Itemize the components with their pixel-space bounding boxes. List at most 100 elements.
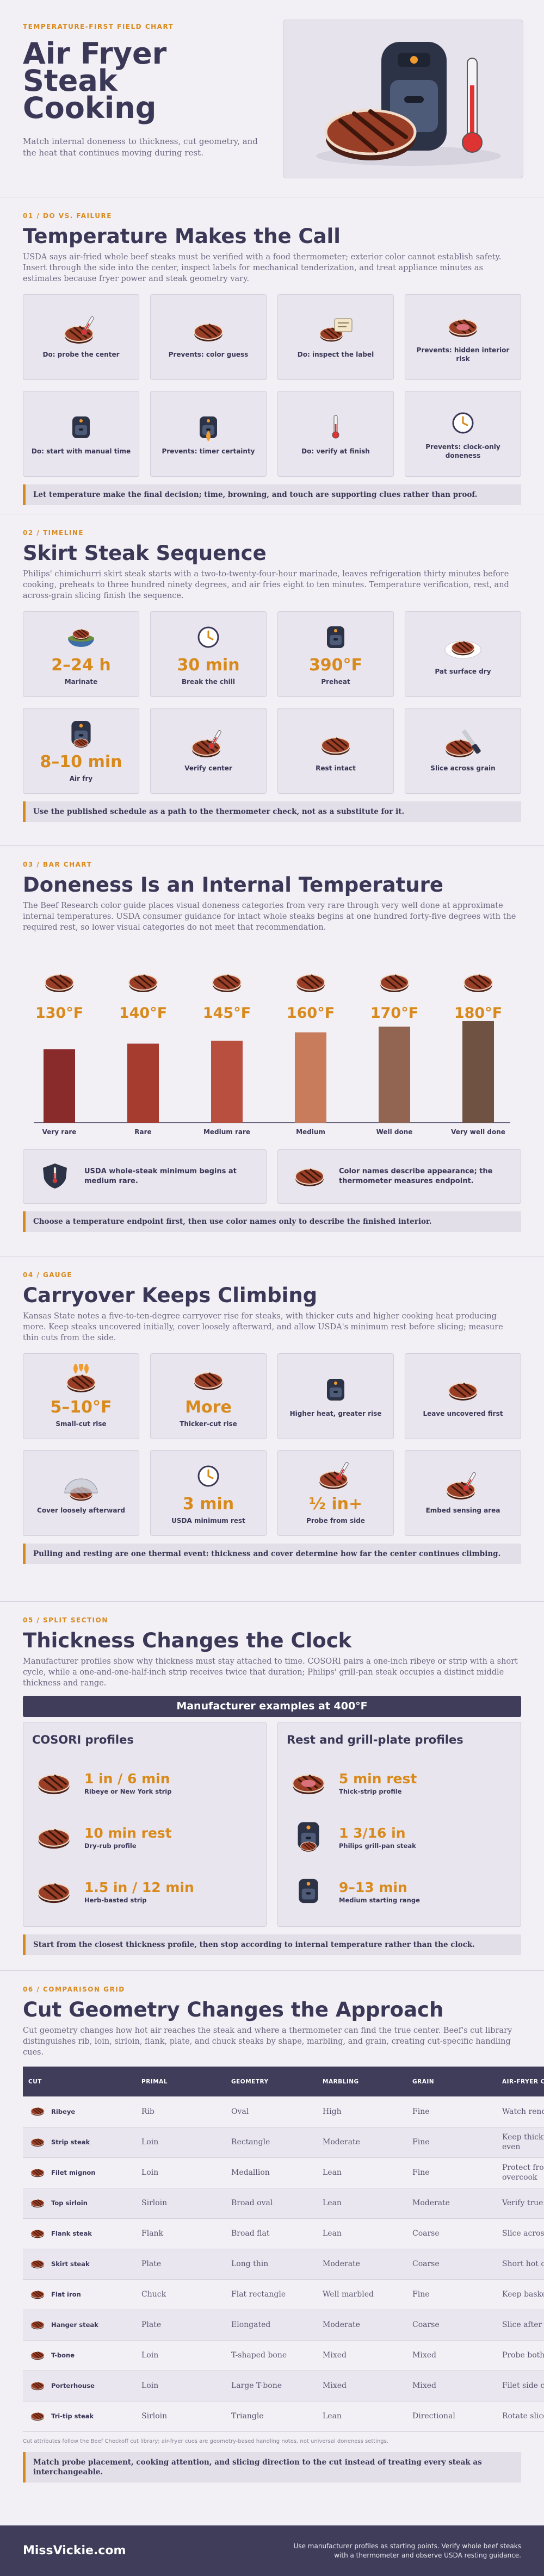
card-icon [443,408,483,440]
cut-cell: T-bone [28,2348,131,2363]
card-label: Preheat [321,678,350,686]
table-cell: Verify true center [497,2188,544,2219]
icon-shape [380,974,409,991]
chart: 130°F Very rare 140°F Rare 145°F Medium rare 1… [23,943,521,1141]
comparison-table: CUT PRIMAL GEOMETRY MARBLING GRAIN AIR-FRYER … [23,2067,544,2432]
card: Pat surface dry [405,611,521,697]
section-label: 03 / BAR CHART [23,861,92,868]
icon-shape [298,1822,319,1849]
section: 01 / DO VS. FAILURE Temperature Makes the… [0,197,544,514]
note-icon [35,1160,75,1193]
value-label: 145°F [203,1005,251,1022]
profile-icon [287,1820,330,1856]
profile-label: Ribeye or New York strip [84,1788,172,1795]
icon-shape [54,1173,56,1180]
table-cell: Well marbled [317,2279,407,2310]
card-icon [189,412,228,445]
table-cell: Medallion [226,2157,317,2188]
card-label: Higher heat, greater rise [289,1410,382,1417]
hero-art [316,42,501,166]
icon-shape [194,323,223,340]
card-label: Small-cut rise [55,1420,107,1428]
steak-icon [463,974,493,992]
table-row: Flank steak Flank Broad flat Lean Coarse Slic… [23,2218,544,2249]
icon-shape [30,2229,45,2238]
icon-shape [30,2168,45,2177]
cut-icon [28,2348,47,2363]
icon-shape [38,1828,70,1849]
category-label: Very rare [42,1128,77,1136]
icon-shape [321,737,350,754]
card-icon [189,1461,228,1494]
cut-icon [28,2135,47,2150]
icon-shape [191,739,221,757]
card-value: 8–10 min [40,752,122,771]
section: 02 / TIMELINE Skirt Steak Sequence Philips… [0,514,544,845]
icon-shape [38,1774,70,1795]
callout: Let temperature make the final decision;… [23,484,521,505]
table-cell: Strip steak [23,2127,136,2158]
card-icon [61,719,101,751]
cut-icon [28,2104,47,2119]
icon-shape [446,1472,476,1499]
icon-shape [30,2381,45,2390]
card: Do: start with manual time [23,391,139,477]
card-grid: Do: probe the center Prevents: color gues… [23,294,521,477]
table-cell: Porterhouse [23,2370,136,2401]
cut-icon [28,2256,47,2272]
value-label: 160°F [287,1005,335,1022]
icon-shape [78,734,84,737]
profile-icon [32,1874,76,1910]
cut-name: T-bone [51,2351,75,2359]
icon-shape [334,1382,337,1385]
value-label: 140°F [119,1005,167,1022]
icon-shape [448,319,478,337]
card: More Thicker-cut rise [150,1353,267,1439]
icon-shape [327,1379,344,1401]
table-cell: Probe both sides [497,2340,544,2371]
card-value: More [185,1398,232,1417]
icon-shape [298,1822,319,1852]
section-text: Philips' chimichurri skirt steak starts … [23,570,509,600]
card-value: 390°F [308,656,363,675]
icon-shape [321,737,350,755]
icon-shape [197,1465,219,1487]
column-header: PRIMAL [136,2067,226,2096]
card-icon [61,412,101,445]
icon-shape [73,738,89,748]
section: 04 / GAUGE Carryover Keeps Climbing Kansas… [0,1256,544,1601]
icon-shape [319,327,343,341]
table-cell: Lean [317,2157,407,2188]
footnote: Cut attributes follow the Beef Checkoff … [23,2438,389,2444]
card: Prevents: timer certainty [150,391,267,477]
table-cell: Sirloin [136,2401,226,2432]
card: 5–10°F Small-cut rise [23,1353,139,1439]
table-cell: Triangle [226,2401,317,2432]
icon-shape [30,2320,45,2329]
table-cell: Loin [136,2370,226,2401]
icon-shape [128,974,158,991]
icon-shape [462,132,483,153]
cut-cell: Ribeye [28,2104,131,2119]
icon-shape [299,1878,318,1903]
section-text: Cut geometry changes how hot air reaches… [23,2026,512,2057]
table-cell: Rotate slice angle [497,2401,544,2432]
table-cell: Oval [226,2096,317,2127]
icon-shape [207,1469,214,1479]
card-icon [61,315,101,348]
table-cell: Short hot cycle [497,2249,544,2280]
icon-shape [30,2107,45,2116]
footer: MissVickie.com Use manufacturer profiles… [0,2525,544,2576]
icon-shape [461,729,475,746]
section: 05 / SPLIT SECTION Thickness Changes the … [0,1601,544,1970]
card: Prevents: color guess [150,294,267,380]
icon-shape [446,1482,475,1499]
category-label: Medium [296,1128,325,1136]
card-label: Prevents: hidden interior risk [416,346,510,363]
icon-shape [463,974,493,992]
icon-shape [194,1372,223,1390]
card: Rest intact [277,708,394,794]
icon-shape [194,1372,223,1390]
icon-shape [66,1374,96,1392]
